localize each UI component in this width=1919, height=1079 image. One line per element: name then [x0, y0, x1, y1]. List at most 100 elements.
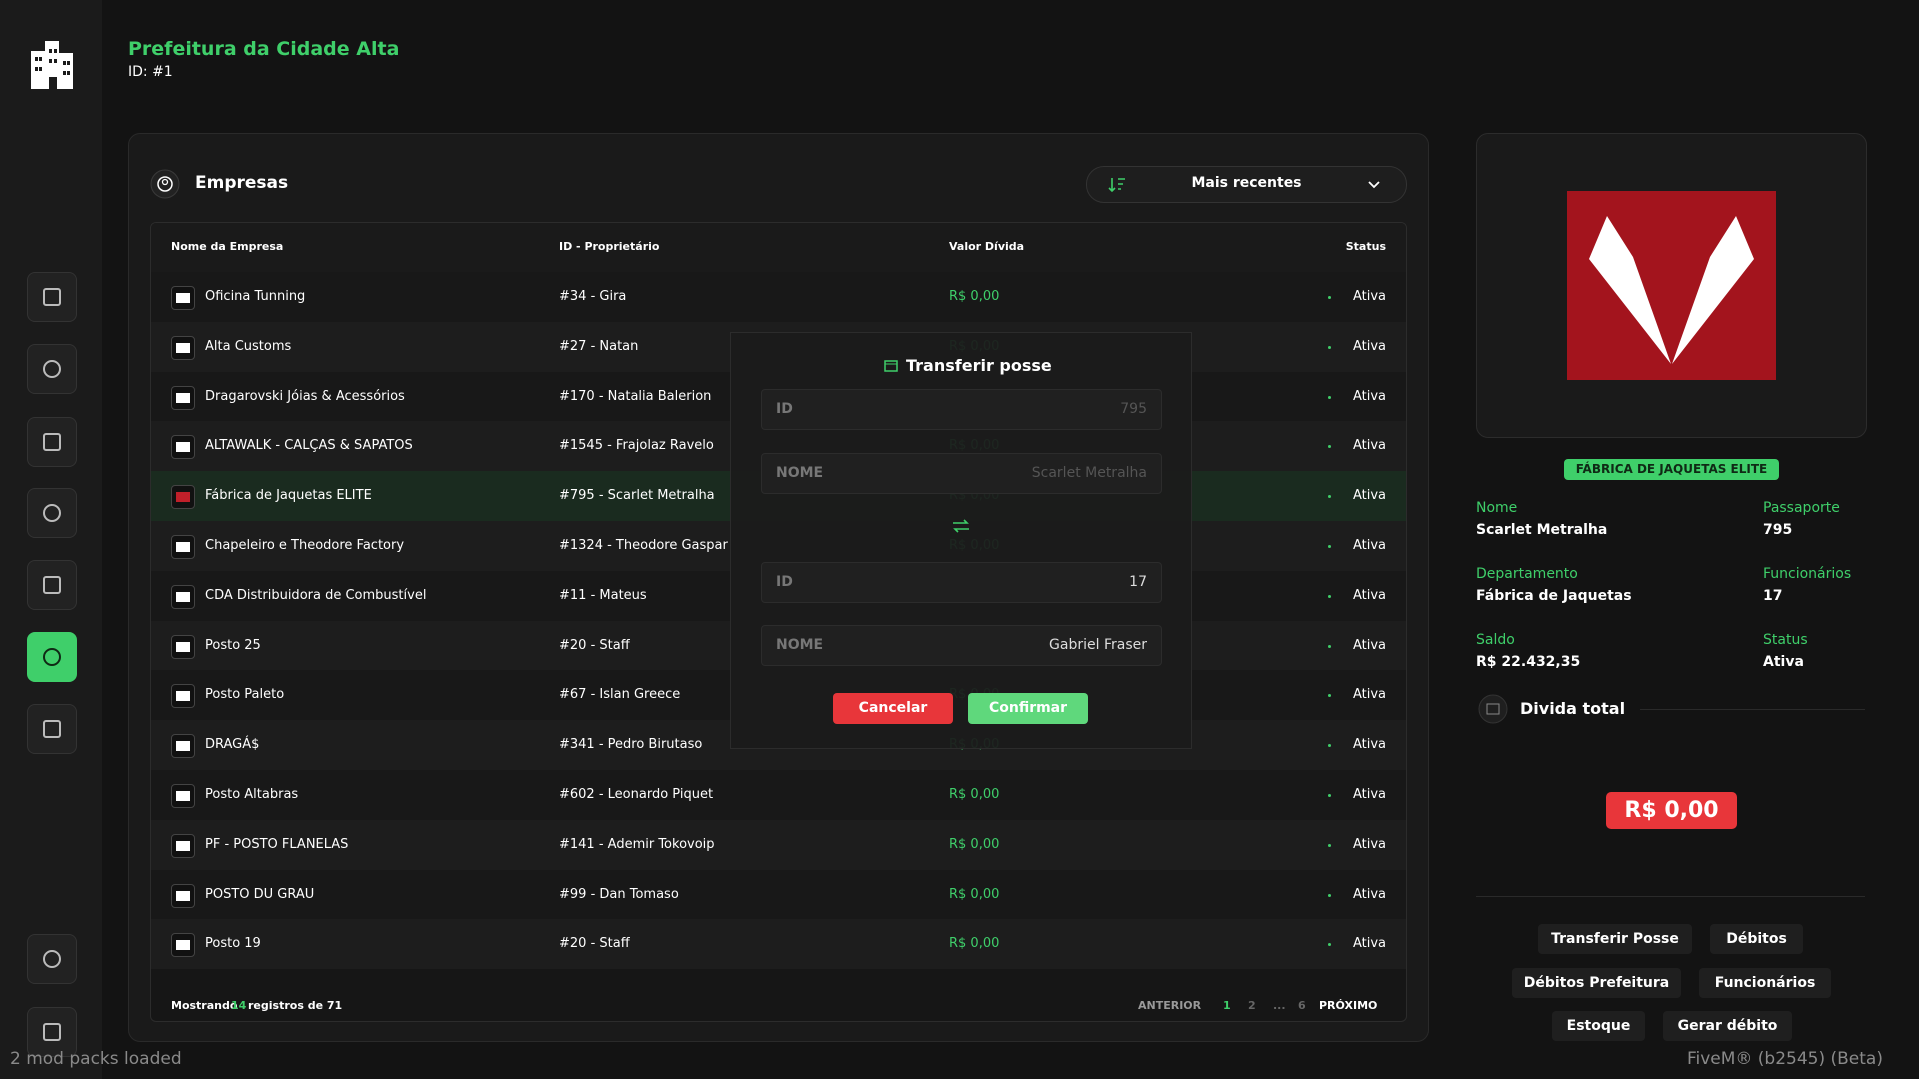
action-button[interactable]: Estoque [1552, 1011, 1645, 1041]
table-row[interactable]: Posto Altabras #602 - Leonardo Piquet R$ 0… [151, 770, 1406, 820]
info-label: Passaporte [1763, 500, 1840, 516]
row-icon-inner [176, 890, 190, 901]
status: Ativa [1352, 637, 1386, 653]
action-button[interactable]: Débitos Prefeitura [1512, 968, 1681, 998]
row-icon-inner [176, 691, 190, 702]
nav-button[interactable] [27, 272, 77, 322]
row-icon-inner [176, 791, 190, 801]
row-icon [171, 584, 195, 609]
table-row[interactable]: PF - POSTO FLANELAS #141 - Ademir Tokovoi… [151, 819, 1406, 870]
column-header: ID - Proprietário [559, 240, 660, 253]
nav-icon [43, 288, 61, 306]
owner: #27 - Natan [559, 338, 639, 354]
status: Ativa [1352, 289, 1386, 304]
sidebar [0, 0, 102, 1079]
status: Ativa [1352, 936, 1386, 952]
row-icon-inner [176, 741, 190, 752]
company-name: Chapeleiro e Theodore Factory [205, 538, 405, 553]
nav-button[interactable] [27, 704, 77, 754]
action-button[interactable]: Gerar débito [1663, 1011, 1792, 1041]
nav-button[interactable] [27, 417, 77, 467]
status-dot [1328, 345, 1331, 349]
nav-button[interactable] [27, 934, 77, 984]
owner: #1324 - Theodore Gaspar [559, 538, 728, 553]
status: Ativa [1352, 687, 1386, 703]
company-name: Oficina Tunning [205, 289, 306, 304]
panel-icon [150, 169, 180, 199]
confirm-button[interactable]: Confirmar [968, 693, 1088, 724]
nav-button[interactable] [27, 344, 77, 394]
owner: #20 - Staff [559, 936, 630, 952]
action-button[interactable]: Transferir Posse [1538, 924, 1692, 954]
table-row[interactable]: Posto 19 #20 - Staff R$ 0,00 Ativa [151, 919, 1406, 970]
row-icon [171, 286, 195, 310]
row-icon [171, 535, 195, 559]
status-dot [1328, 694, 1331, 698]
cancel-button[interactable]: Cancelar [833, 693, 953, 724]
company-name: DRAGÁ$ [205, 737, 260, 753]
info-label: Funcionários [1763, 566, 1852, 582]
page[interactable]: 1 [1223, 999, 1231, 1012]
nav-button[interactable] [27, 488, 77, 538]
showing: Mostrando [171, 999, 238, 1012]
row-icon [171, 385, 195, 410]
company-badge: FÁBRICA DE JAQUETAS ELITE [1564, 459, 1779, 480]
row-icon-inner [176, 940, 190, 951]
row-icon-inner [176, 840, 190, 851]
nav-icon [43, 433, 61, 451]
status-dot [1328, 445, 1331, 449]
debt: R$ 0,00 [949, 836, 1000, 852]
row-icon [171, 634, 195, 659]
field-label: NOME [776, 465, 824, 481]
modal-field: NOME Scarlet Metralha [761, 453, 1162, 494]
status: Ativa [1352, 836, 1386, 852]
owner: #795 - Scarlet Metralha [559, 488, 715, 504]
modal-icon [884, 360, 898, 372]
row-icon [171, 435, 195, 460]
nav-icon [43, 360, 61, 378]
sort-icon [1108, 178, 1125, 193]
row-icon [171, 684, 195, 709]
company-name: Posto 25 [205, 637, 261, 653]
column-header: Valor Dívida [949, 240, 1025, 253]
info-label: Nome [1476, 500, 1518, 516]
nav-icon [43, 950, 61, 968]
owner: #141 - Ademir Tokovoip [559, 836, 715, 852]
next[interactable]: PRÓXIMO [1319, 999, 1378, 1012]
page[interactable]: ... [1273, 999, 1286, 1012]
row-icon-inner [176, 293, 190, 303]
table-row[interactable]: POSTO DU GRAU #99 - Dan Tomaso R$ 0,00 Ativ… [151, 869, 1406, 920]
nav-button[interactable] [27, 560, 77, 610]
company-name: POSTO DU GRAU [205, 886, 315, 902]
page-title: Prefeitura da Cidade Alta [128, 38, 400, 60]
row-icon-inner [176, 542, 190, 552]
page[interactable]: 6 [1298, 999, 1306, 1012]
owner: #1545 - Frajolaz Ravelo [559, 438, 714, 454]
sort-dropdown[interactable]: Mais recentes [1086, 166, 1407, 203]
company-name: Posto Altabras [205, 787, 299, 802]
row-icon-inner [176, 492, 190, 503]
status-dot [1328, 644, 1331, 648]
status-dot [1328, 545, 1331, 548]
count: 14 [231, 999, 247, 1012]
company-name: PF - POSTO FLANELAS [205, 836, 349, 852]
prev[interactable]: ANTERIOR [1138, 999, 1202, 1012]
nav-button[interactable] [27, 1007, 77, 1057]
owner: #20 - Staff [559, 637, 630, 653]
overlay-left: 2 mod packs loaded [10, 1049, 182, 1069]
info-label: Saldo [1476, 632, 1515, 648]
table-row[interactable]: Oficina Tunning #34 - Gira R$ 0,00 Ativa [151, 272, 1406, 322]
owner: #170 - Natalia Balerion [559, 388, 712, 404]
modal-field: NOME Gabriel Fraser [761, 625, 1162, 666]
action-button[interactable]: Funcionários [1699, 968, 1831, 998]
nav-icon [43, 504, 61, 522]
owner: #602 - Leonardo Piquet [559, 787, 714, 802]
action-button[interactable]: Débitos [1710, 924, 1803, 954]
field-value: Gabriel Fraser [1049, 637, 1147, 653]
page[interactable]: 2 [1248, 999, 1256, 1012]
divider [1640, 709, 1865, 710]
logo [31, 41, 73, 89]
row-icon-inner [176, 392, 190, 403]
overlay-right: FiveM® (b2545) (Beta) [1686, 1049, 1883, 1069]
nav-button[interactable] [27, 632, 77, 682]
